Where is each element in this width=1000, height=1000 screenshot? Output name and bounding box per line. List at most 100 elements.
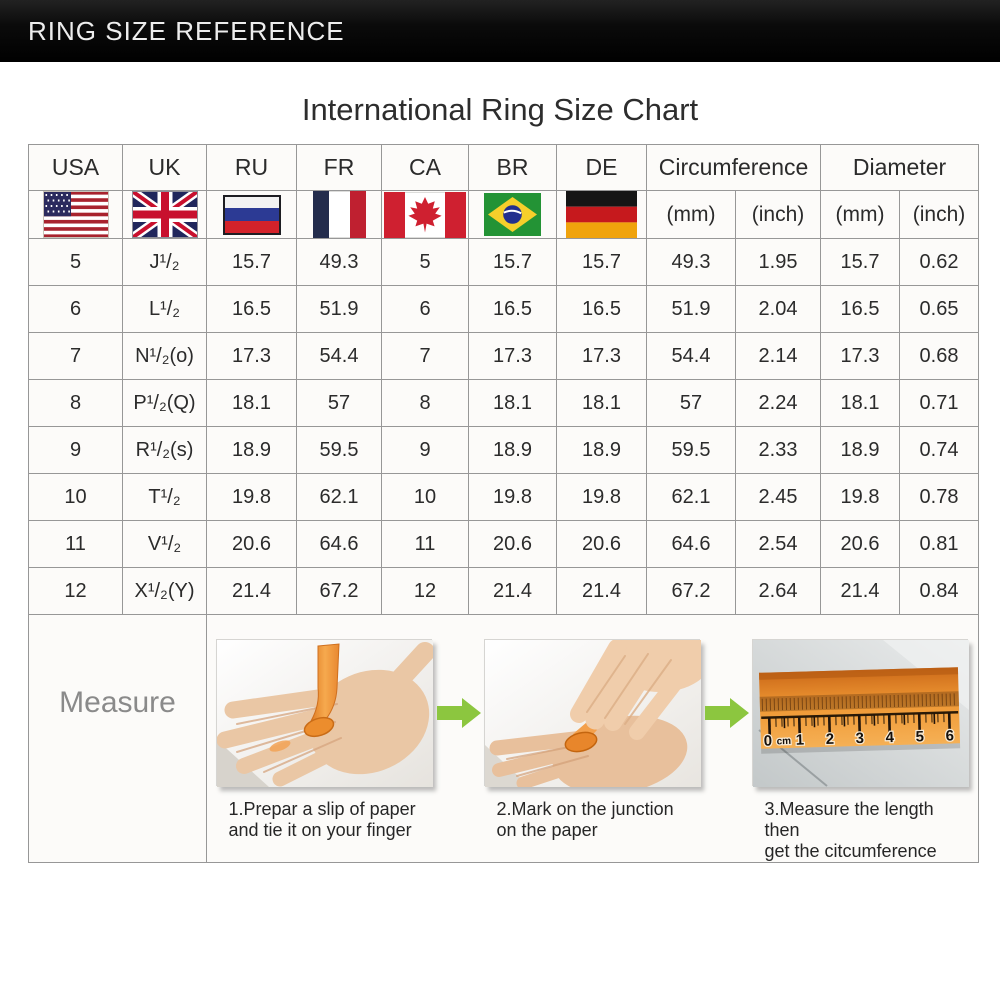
table-cell: 9 (28, 426, 123, 474)
table-cell: L¹/₂ (122, 285, 207, 333)
table-cell: 18.1 (820, 379, 901, 427)
brazil-flag-icon (484, 193, 541, 236)
table-cell: 12 (381, 567, 469, 615)
table-cell: 49.3 (646, 238, 736, 286)
table-row: 6 L¹/₂ 16.5 51.9 6 16.5 16.5 51.9 2.04 1… (28, 285, 980, 333)
table-cell: J¹/₂ (122, 238, 207, 286)
table-cell: 57 (296, 379, 382, 427)
table-cell: P¹/₂(Q) (122, 379, 207, 427)
table-cell: 57 (646, 379, 736, 427)
table-cell: 20.6 (556, 520, 647, 568)
table-cell: 51.9 (646, 285, 736, 333)
table-cell: 0.71 (899, 379, 980, 427)
ruler-number: 0 (763, 732, 772, 749)
column-header-diameter: Diameter (820, 144, 980, 191)
measure-row: Measure (28, 614, 980, 863)
table-cell: 0.65 (899, 285, 980, 333)
table-cell: 62.1 (646, 473, 736, 521)
table-row: 7 N¹/₂(o) 17.3 54.4 7 17.3 17.3 54.4 2.1… (28, 332, 980, 380)
table-cell: 0.74 (899, 426, 980, 474)
russia-flag-icon (222, 194, 281, 235)
ruler-cm-label: cm (776, 736, 791, 747)
table-cell (122, 190, 207, 239)
step3-photo: 0 cm 1 2 3 4 5 6 (751, 639, 969, 787)
table-cell: V¹/₂ (122, 520, 207, 568)
unit-header-circumference-inch: (inch) (734, 190, 822, 239)
france-flag-icon (312, 191, 366, 238)
table-cell: 19.8 (468, 473, 557, 521)
column-header-ca: CA (381, 144, 469, 191)
usa-flag-icon (42, 191, 109, 238)
table-cell: N¹/₂(o) (122, 332, 207, 380)
ruler-number: 2 (825, 731, 834, 748)
table-cell: 0.81 (899, 520, 980, 568)
table-cell: 6 (28, 285, 123, 333)
table-cell: 2.24 (734, 379, 822, 427)
table-row: 9 R¹/₂(s) 18.9 59.5 9 18.9 18.9 59.5 2.3… (28, 426, 980, 474)
column-header-fr: FR (296, 144, 382, 191)
table-cell: 10 (381, 473, 469, 521)
table-cell: 8 (28, 379, 123, 427)
table-cell: 67.2 (646, 567, 736, 615)
table-cell: 21.4 (206, 567, 297, 615)
table-row: 11 V¹/₂ 20.6 64.6 11 20.6 20.6 64.6 2.54… (28, 520, 980, 568)
table-cell: 21.4 (468, 567, 557, 615)
table-cell: 15.7 (820, 238, 901, 286)
flag-row: (mm) (inch) (mm) (inch) (28, 190, 980, 239)
step3-caption-line2: get the citcumference (764, 841, 937, 861)
measure-step-3: 0 cm 1 2 3 4 5 6 (751, 639, 970, 862)
table-cell: 18.9 (820, 426, 901, 474)
table-cell: 10 (28, 473, 123, 521)
step2-caption-line2: on the paper (496, 820, 598, 840)
table-cell: 67.2 (296, 567, 382, 615)
measure-steps-area: 1.Prepar a slip of paper and tie it on y… (205, 614, 980, 863)
table-cell: 62.1 (296, 473, 382, 521)
table-cell: 18.1 (206, 379, 297, 427)
table-cell: 0.68 (899, 332, 980, 380)
step1-caption-line1: 1.Prepar a slip of paper (228, 799, 416, 819)
table-cell: 21.4 (556, 567, 647, 615)
table-cell: X¹/₂(Y) (122, 567, 207, 615)
table-cell: 18.9 (206, 426, 297, 474)
table-cell: 64.6 (646, 520, 736, 568)
table-cell: 15.7 (556, 238, 647, 286)
table-cell: 16.5 (556, 285, 647, 333)
banner: RING SIZE REFERENCE (0, 0, 1000, 62)
table-cell: 51.9 (296, 285, 382, 333)
table-cell: 5 (381, 238, 469, 286)
table-cell: 18.1 (468, 379, 557, 427)
step2-caption: 2.Mark on the junction on the paper (484, 799, 702, 841)
mark-junction-illustration (484, 640, 701, 787)
ruler-number: 5 (915, 728, 924, 745)
table-cell: 19.8 (206, 473, 297, 521)
table-row: 5 J¹/₂ 15.7 49.3 5 15.7 15.7 49.3 1.95 1… (28, 238, 980, 286)
table-cell: 0.84 (899, 567, 980, 615)
table-cell: 6 (381, 285, 469, 333)
table-cell: 54.4 (646, 332, 736, 380)
measure-step-1: 1.Prepar a slip of paper and tie it on y… (215, 639, 434, 841)
table-cell: 17.3 (468, 332, 557, 380)
unit-header-diameter-inch: (inch) (899, 190, 980, 239)
column-header-uk: UK (122, 144, 207, 191)
banner-title: RING SIZE REFERENCE (28, 15, 345, 46)
table-cell: 59.5 (296, 426, 382, 474)
column-header-ru: RU (206, 144, 297, 191)
ruler-number: 6 (945, 727, 954, 744)
column-header-circumference: Circumference (645, 144, 822, 191)
table-cell: 15.7 (206, 238, 297, 286)
table-row: 10 T¹/₂ 19.8 62.1 10 19.8 19.8 62.1 2.45… (28, 473, 980, 521)
table-cell: 15.7 (468, 238, 557, 286)
table-cell: 11 (381, 520, 469, 568)
right-arrow-icon (436, 698, 481, 728)
table-cell (206, 190, 297, 239)
table-cell: 0.62 (899, 238, 980, 286)
ring-size-table: USA UK RU FR CA BR DE Circumference Diam… (28, 144, 980, 863)
column-header-usa: USA (28, 144, 123, 191)
ruler-number: 1 (795, 732, 804, 749)
column-header-br: BR (468, 144, 557, 191)
table-cell: 20.6 (206, 520, 297, 568)
measure-steps: 1.Prepar a slip of paper and tie it on y… (208, 616, 978, 862)
unit-header-circumference-mm: (mm) (646, 190, 736, 239)
table-cell: 16.5 (468, 285, 557, 333)
table-cell: 18.9 (468, 426, 557, 474)
